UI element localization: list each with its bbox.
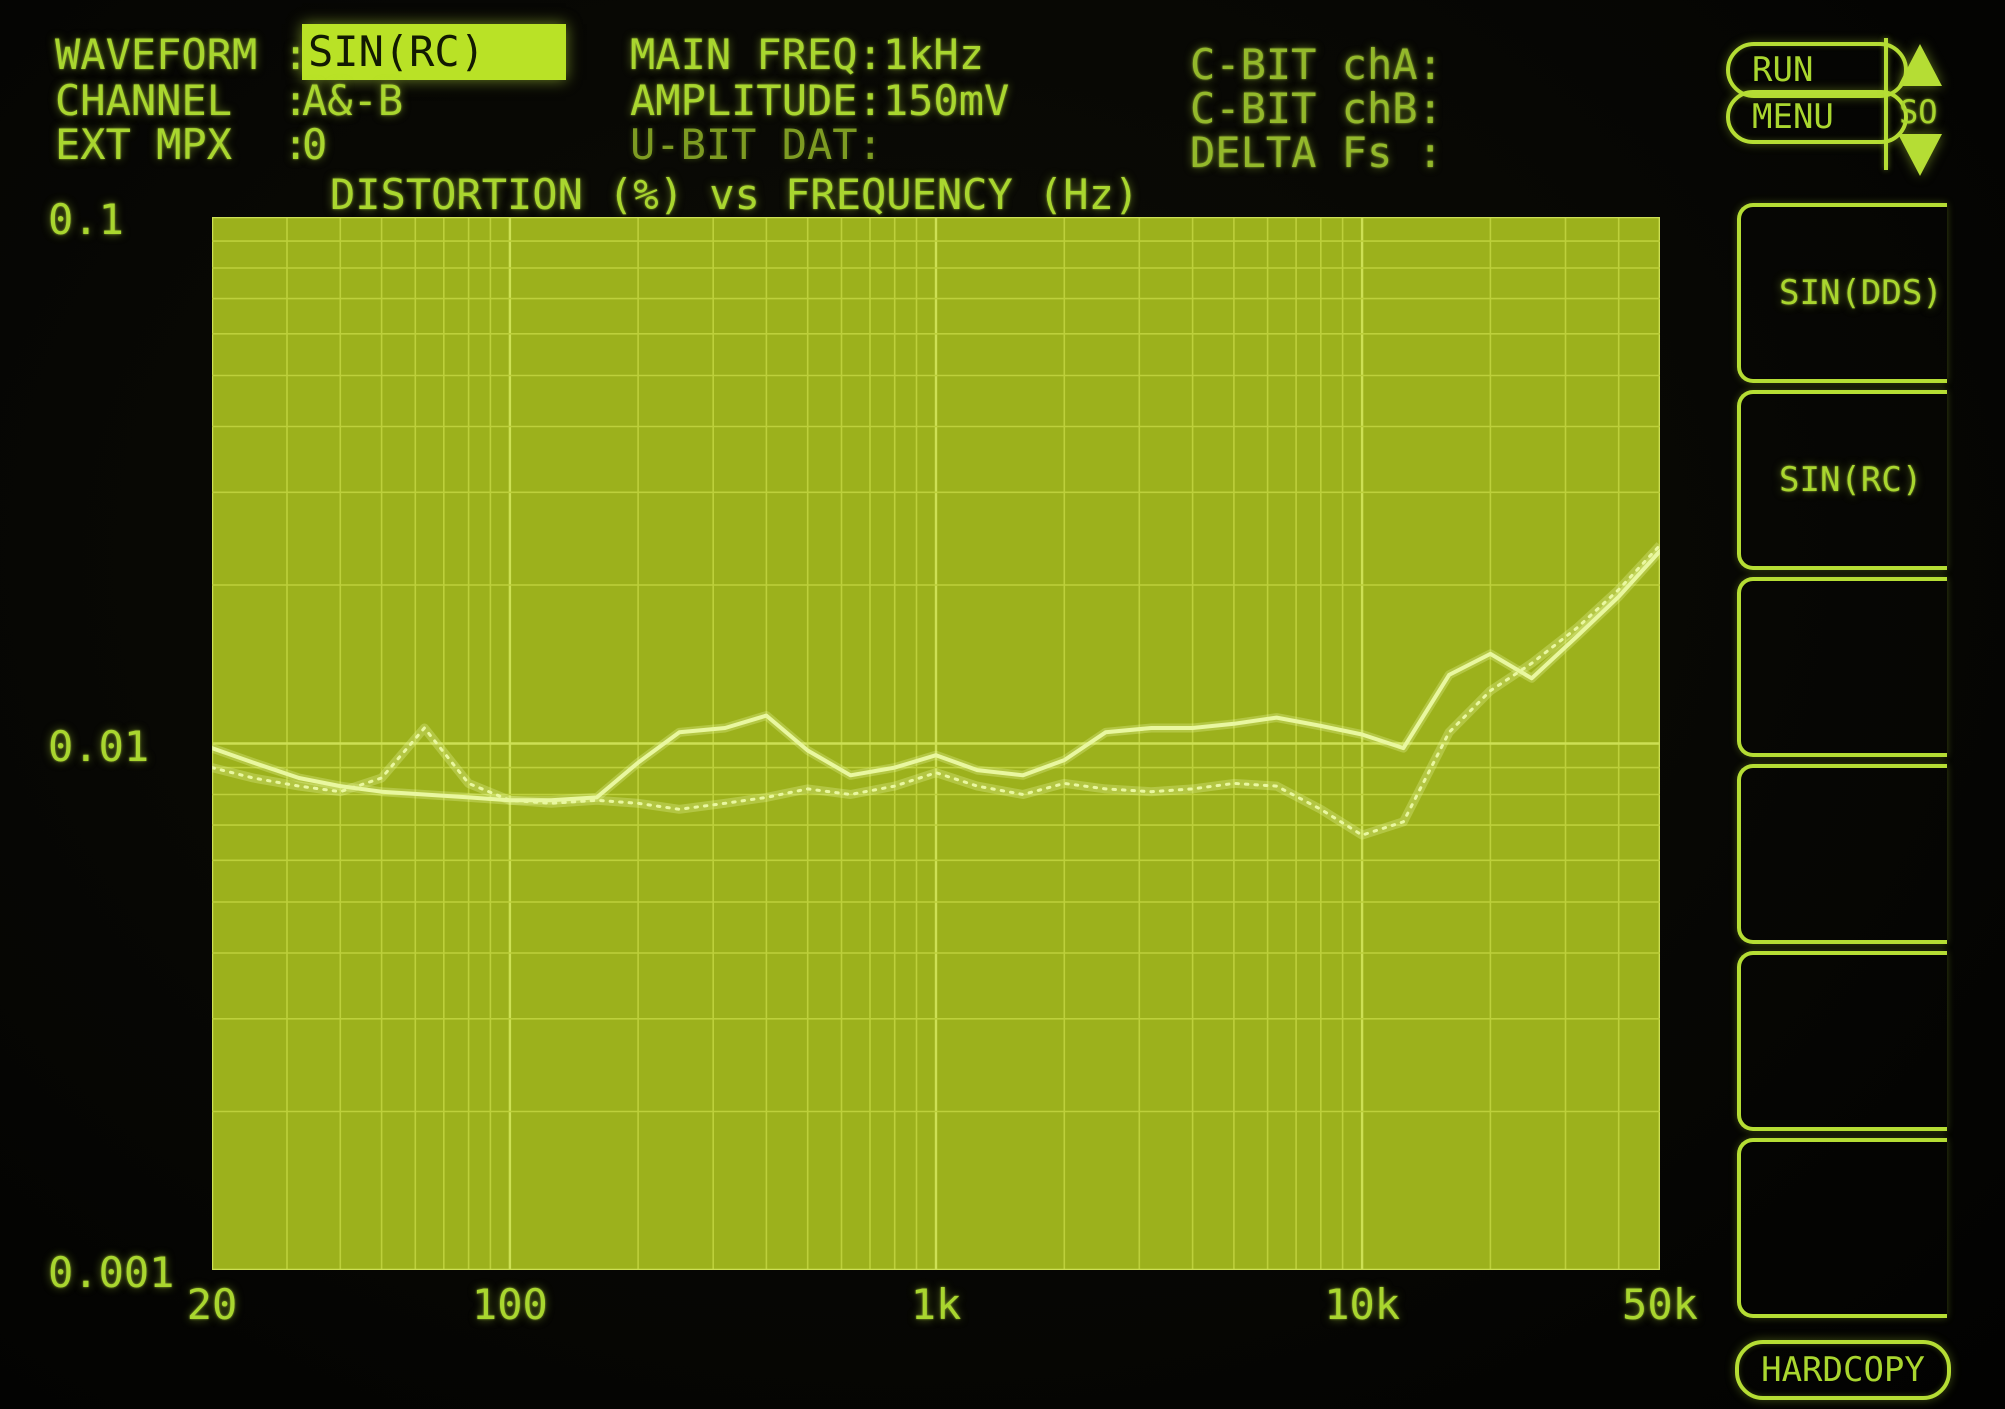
softkey-blank-3[interactable] <box>1737 577 1947 757</box>
plot-canvas <box>212 217 1660 1270</box>
x-axis-tick-label: 20 <box>186 1280 238 1329</box>
softkey-blank-4[interactable] <box>1737 764 1947 944</box>
distortion-vs-frequency-plot <box>212 217 1660 1270</box>
delta-fs-status: DELTA Fs : <box>1190 128 1443 177</box>
x-axis-tick-label: 100 <box>471 1280 548 1329</box>
softkey-sin-rc[interactable]: SIN(RC) <box>1737 390 1947 570</box>
u-bit-dat-field[interactable]: U-BIT DAT: <box>630 120 883 169</box>
ext-mpx-value-field[interactable]: 0 <box>302 120 328 169</box>
softkey-label: SIN(RC) <box>1779 460 1923 500</box>
chart-title: DISTORTION (%) vs FREQUENCY (Hz) <box>330 170 1140 219</box>
menu-button[interactable]: MENU <box>1726 90 1908 144</box>
c-bit-chb-status: C-BIT chB: <box>1190 84 1443 133</box>
hardcopy-button-label: HARDCOPY <box>1761 1350 1925 1390</box>
distortion-trace-solid <box>212 549 1660 803</box>
channel-separator: : <box>283 76 309 125</box>
y-axis-tick-label: 0.1 <box>48 195 124 244</box>
x-axis-tick-label: 10k <box>1324 1280 1401 1329</box>
softkey-blank-5[interactable] <box>1737 951 1947 1131</box>
amplitude-field[interactable]: AMPLITUDE:150mV <box>630 76 1010 125</box>
waveform-label: WAVEFORM <box>55 30 258 79</box>
channel-value-field[interactable]: A&-B <box>302 76 404 125</box>
softkey-sin-dds[interactable]: SIN(DDS) <box>1737 203 1947 383</box>
run-button-label: RUN <box>1752 50 1814 90</box>
y-axis-tick-label: 0.001 <box>48 1248 175 1297</box>
menu-button-label: MENU <box>1752 97 1834 137</box>
x-axis-tick-label: 50k <box>1622 1280 1698 1329</box>
c-bit-cha-status: C-BIT chA: <box>1190 40 1443 89</box>
waveform-value-field[interactable]: SIN(RC) <box>302 24 566 80</box>
main-freq-field[interactable]: MAIN FREQ:1kHz <box>630 30 985 79</box>
x-axis-tick-label: 1k <box>910 1280 962 1329</box>
ext-mpx-separator: : <box>283 120 309 169</box>
hardcopy-button[interactable]: HARDCOPY <box>1735 1340 1951 1400</box>
panel-divider <box>1884 38 1888 170</box>
distortion-trace-dotted <box>212 543 1660 837</box>
scroll-down-icon[interactable] <box>1898 134 1942 176</box>
ext-mpx-label: EXT MPX <box>55 120 233 169</box>
softkey-blank-6[interactable] <box>1737 1138 1947 1318</box>
channel-label: CHANNEL <box>55 76 233 125</box>
scroll-up-icon[interactable] <box>1898 44 1942 86</box>
scroll-label: SO <box>1899 93 1938 131</box>
softkey-label: SIN(DDS) <box>1779 273 1943 313</box>
y-axis-tick-label: 0.01 <box>48 721 150 771</box>
